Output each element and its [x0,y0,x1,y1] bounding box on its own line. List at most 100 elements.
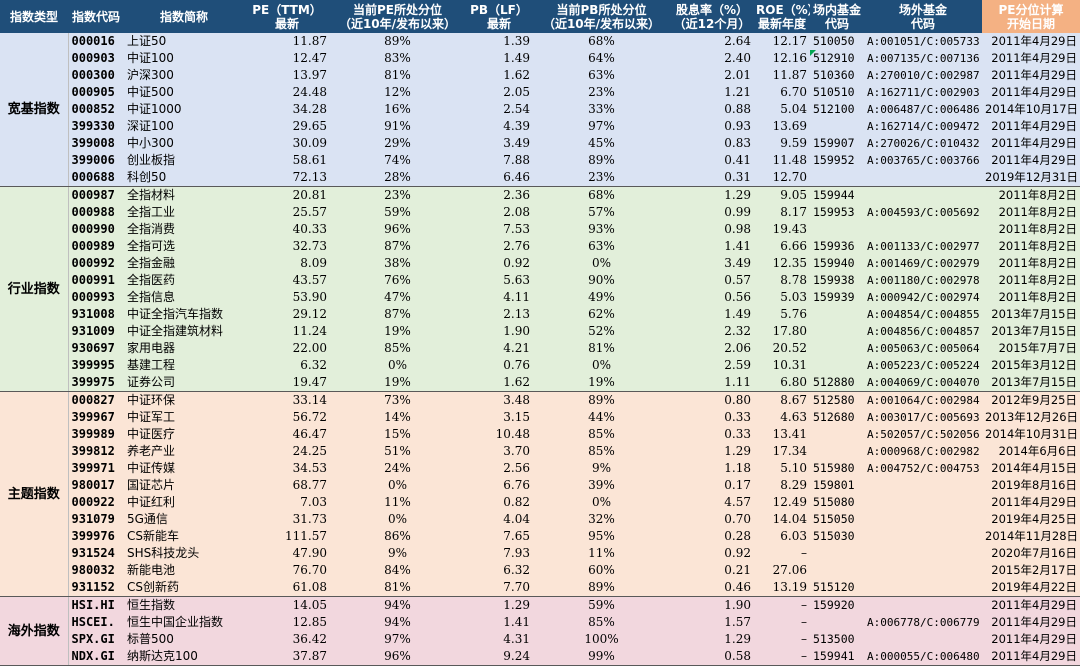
table-row: 000993 全指信息 53.90 47% 4.11 49% 0.56 5.03 159939 A… [0,289,1080,306]
index-name-cell: 中证500 [124,84,244,101]
pb-percentile-cell: 59% [533,596,670,614]
pe-start-date-cell: 2011年4月29日 [982,50,1080,67]
dividend-yield-cell: 1.21 [670,84,754,101]
otc-fund-code-cell [864,579,982,597]
index-name-cell: 全指消费 [124,221,244,238]
exchange-fund-code-cell: 159938 [810,272,864,289]
pb-lf-cell: 6.32 [465,562,533,579]
roe-cell: 13.69 [754,118,810,135]
otc-fund-code-cell: A:000055/C:006480 [864,648,982,666]
index-code-cell: 931009 [68,323,124,340]
exchange-fund-code-cell [810,340,864,357]
index-name-cell: 国证芯片 [124,477,244,494]
pb-percentile-cell: 89% [533,152,670,169]
exchange-fund-code-cell: 515980 [810,460,864,477]
pe-percentile-cell: 81% [330,579,465,597]
otc-fund-code-cell: A:502057/C:502056 [864,426,982,443]
exchange-fund-code-cell [810,614,864,631]
roe-cell: 8.29 [754,477,810,494]
dividend-yield-cell: 2.40 [670,50,754,67]
otc-fund-code-cell [864,528,982,545]
index-name-cell: 中证全指建筑材料 [124,323,244,340]
pe-start-date-cell: 2015年3月12日 [982,357,1080,374]
index-code-cell: 000688 [68,169,124,187]
index-name-cell: 中证全指汽车指数 [124,306,244,323]
roe-cell: 17.80 [754,323,810,340]
pb-percentile-cell: 33% [533,101,670,118]
pe-start-date-cell: 2013年7月15日 [982,323,1080,340]
pe-percentile-cell: 86% [330,528,465,545]
pe-percentile-cell: 59% [330,204,465,221]
index-code-cell: 000990 [68,221,124,238]
pb-lf-cell: 2.76 [465,238,533,255]
pb-percentile-header: 当前PB所处分位 （近10年/发布以来） [533,0,670,33]
otc-fund-code-cell [864,596,982,614]
roe-cell: 19.43 [754,221,810,238]
pb-percentile-cell: 85% [533,614,670,631]
otc-fund-code-cell [864,477,982,494]
dividend-yield-cell: 1.49 [670,306,754,323]
exchange-fund-code-cell: 159940 [810,255,864,272]
pe-start-date-cell: 2011年8月2日 [982,238,1080,255]
otc-fund-code-cell [864,631,982,648]
exchange-fund-code-cell [810,118,864,135]
table-row: 399330 深证100 29.65 91% 4.39 97% 0.93 13.69 A:162… [0,118,1080,135]
roe-cell: 12.49 [754,494,810,511]
pe-start-date-cell: 2011年4月29日 [982,648,1080,666]
pb-percentile-cell: 89% [533,391,670,409]
header-label-line: 开始日期 [1006,16,1055,31]
pe-percentile-cell: 12% [330,84,465,101]
pb-lf-cell: 7.65 [465,528,533,545]
exchange-fund-code-header: 场内基金 代码 [810,0,864,33]
dividend-yield-cell: 0.70 [670,511,754,528]
index-name-cell: 中小300 [124,135,244,152]
pb-lf-cell: 0.92 [465,255,533,272]
table-row: 399975 证券公司 19.47 19% 1.62 19% 1.11 6.80 512880 A… [0,374,1080,392]
index-name-cell: 全指金融 [124,255,244,272]
index-code-cell: 399812 [68,443,124,460]
exchange-fund-code-cell [810,221,864,238]
table-row: 399995 基建工程 6.32 0% 0.76 0% 2.59 10.31 A:005223/… [0,357,1080,374]
pb-lf-header: PB（LF） 最新 [465,0,533,33]
exchange-fund-code-cell: 159941 [810,648,864,666]
table-row: HSCEI. 恒生中国企业指数 12.85 94% 1.41 85% 1.57– A:0067… [0,614,1080,631]
dividend-yield-cell: 0.93 [670,118,754,135]
table-row: 000992 全指金融 8.09 38% 0.92 0% 3.49 12.35 159940 A:… [0,255,1080,272]
exchange-fund-code-cell: 515050 [810,511,864,528]
header-label-line: 最新 [486,16,511,31]
otc-fund-code-cell: A:007135/C:007136 [864,50,982,67]
pe-start-date-cell: 2013年12月26日 [982,409,1080,426]
header-label-line: （近10年/发布以来） [338,16,457,31]
dividend-yield-cell: 1.11 [670,374,754,392]
index-name-cell: 全指工业 [124,204,244,221]
header-label-line: 指数类型 [9,9,58,24]
pe-percentile-cell: 87% [330,306,465,323]
otc-fund-code-header: 场外基金 代码 [864,0,982,33]
table-row: 000300 沪深300 13.97 81% 1.62 63% 2.01 11.87 51036… [0,67,1080,84]
pe-start-date-cell: 2014年10月31日 [982,426,1080,443]
roe-cell: 12.16 [754,50,810,67]
table-row: 980017 国证芯片 68.77 0% 6.76 39% 0.17 8.29 159801 20… [0,477,1080,494]
table-row: NDX.GI 纳斯达克100 37.87 96% 9.24 99% 0.58–159941 A… [0,648,1080,666]
roe-cell: 12.35 [754,255,810,272]
dividend-yield-cell: 0.83 [670,135,754,152]
otc-fund-code-cell: A:003017/C:005693 [864,409,982,426]
pe-start-date-cell: 2019年12月31日 [982,169,1080,187]
header-label-line: （近10年/发布以来） [542,16,661,31]
roe-cell: 10.31 [754,357,810,374]
otc-fund-code-cell: A:005063/C:005064 [864,340,982,357]
pe-ttm-cell: 11.87 [244,33,330,50]
pb-lf-cell: 3.48 [465,391,533,409]
roe-cell: 9.59 [754,135,810,152]
pb-lf-cell: 3.15 [465,409,533,426]
category-industry: 行业指数 [0,186,69,392]
index-code-cell: 399989 [68,426,124,443]
pe-percentile-cell: 73% [330,391,465,409]
otc-fund-code-cell: A:001064/C:002984 [864,391,982,409]
table-row: 931079 5G通信 31.73 0% 4.04 32% 0.70 14.04 515050 2… [0,511,1080,528]
pb-lf-cell: 2.05 [465,84,533,101]
table-row: 主题指数 000827 中证环保 33.14 73% 3.48 89% 0.80 8.67 512… [0,391,1080,597]
pe-ttm-cell: 47.90 [244,545,330,562]
pb-lf-cell: 2.08 [465,204,533,221]
index-name-cell: 证券公司 [124,374,244,392]
